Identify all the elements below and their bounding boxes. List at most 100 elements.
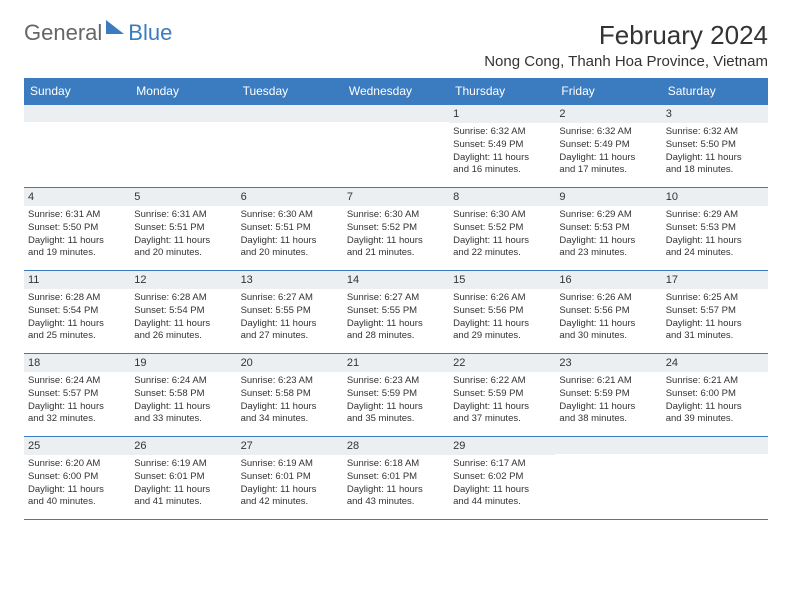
day-cell: 26Sunrise: 6:19 AMSunset: 6:01 PMDayligh…: [130, 437, 236, 519]
week-row: 18Sunrise: 6:24 AMSunset: 5:57 PMDayligh…: [24, 353, 768, 436]
info-line: Sunset: 5:51 PM: [134, 222, 232, 235]
info-line: and 22 minutes.: [453, 247, 551, 260]
info-line: Sunrise: 6:26 AM: [559, 292, 657, 305]
day-number: [343, 105, 449, 122]
day-number: [130, 105, 236, 122]
info-line: Sunset: 5:51 PM: [241, 222, 339, 235]
info-line: and 24 minutes.: [666, 247, 764, 260]
day-cell: 17Sunrise: 6:25 AMSunset: 5:57 PMDayligh…: [662, 271, 768, 353]
day-info: Sunrise: 6:30 AMSunset: 5:52 PMDaylight:…: [453, 209, 551, 260]
info-line: Daylight: 11 hours: [666, 318, 764, 331]
day-header-row: Sunday Monday Tuesday Wednesday Thursday…: [24, 78, 768, 104]
location: Nong Cong, Thanh Hoa Province, Vietnam: [484, 53, 768, 70]
info-line: Daylight: 11 hours: [453, 484, 551, 497]
info-line: Sunrise: 6:32 AM: [559, 126, 657, 139]
day-info: Sunrise: 6:31 AMSunset: 5:50 PMDaylight:…: [28, 209, 126, 260]
day-cell: 18Sunrise: 6:24 AMSunset: 5:57 PMDayligh…: [24, 354, 130, 436]
day-info: Sunrise: 6:19 AMSunset: 6:01 PMDaylight:…: [241, 458, 339, 509]
day-cell: [24, 105, 130, 187]
day-cell: 15Sunrise: 6:26 AMSunset: 5:56 PMDayligh…: [449, 271, 555, 353]
info-line: and 31 minutes.: [666, 330, 764, 343]
day-number: 22: [449, 354, 555, 372]
day-cell: 2Sunrise: 6:32 AMSunset: 5:49 PMDaylight…: [555, 105, 661, 187]
info-line: Sunrise: 6:23 AM: [241, 375, 339, 388]
day-number: 8: [449, 188, 555, 206]
day-number: 6: [237, 188, 343, 206]
day-number: 10: [662, 188, 768, 206]
day-cell: [237, 105, 343, 187]
day-number: 25: [24, 437, 130, 455]
info-line: Sunrise: 6:32 AM: [453, 126, 551, 139]
info-line: Sunrise: 6:18 AM: [347, 458, 445, 471]
info-line: Sunrise: 6:19 AM: [241, 458, 339, 471]
day-header: Monday: [130, 78, 236, 104]
info-line: and 44 minutes.: [453, 496, 551, 509]
day-info: Sunrise: 6:32 AMSunset: 5:50 PMDaylight:…: [666, 126, 764, 177]
day-info: Sunrise: 6:23 AMSunset: 5:58 PMDaylight:…: [241, 375, 339, 426]
day-cell: 14Sunrise: 6:27 AMSunset: 5:55 PMDayligh…: [343, 271, 449, 353]
info-line: Sunrise: 6:23 AM: [347, 375, 445, 388]
day-info: Sunrise: 6:32 AMSunset: 5:49 PMDaylight:…: [559, 126, 657, 177]
month-title: February 2024: [484, 20, 768, 51]
info-line: Sunrise: 6:28 AM: [28, 292, 126, 305]
info-line: Daylight: 11 hours: [453, 318, 551, 331]
day-number: 18: [24, 354, 130, 372]
day-cell: 21Sunrise: 6:23 AMSunset: 5:59 PMDayligh…: [343, 354, 449, 436]
info-line: and 43 minutes.: [347, 496, 445, 509]
day-cell: 22 Sunrise: 6:22 AMSunset: 5:59 PMDayligh…: [449, 354, 555, 436]
day-info: Sunrise: 6:23 AMSunset: 5:59 PMDaylight:…: [347, 375, 445, 426]
day-header: Wednesday: [343, 78, 449, 104]
info-line: and 32 minutes.: [28, 413, 126, 426]
day-cell: 19Sunrise: 6:24 AMSunset: 5:58 PMDayligh…: [130, 354, 236, 436]
info-line: Sunset: 5:53 PM: [666, 222, 764, 235]
day-cell: 6 Sunrise: 6:30 AMSunset: 5:51 PMDaylight…: [237, 188, 343, 270]
info-line: and 42 minutes.: [241, 496, 339, 509]
info-line: Sunrise: 6:32 AM: [666, 126, 764, 139]
info-line: Sunset: 5:49 PM: [559, 139, 657, 152]
calendar: Sunday Monday Tuesday Wednesday Thursday…: [24, 78, 768, 520]
info-line: Sunrise: 6:24 AM: [28, 375, 126, 388]
info-line: and 35 minutes.: [347, 413, 445, 426]
info-line: Sunset: 5:56 PM: [559, 305, 657, 318]
day-cell: [662, 437, 768, 519]
day-info: Sunrise: 6:32 AMSunset: 5:49 PMDaylight:…: [453, 126, 551, 177]
info-line: Daylight: 11 hours: [453, 152, 551, 165]
day-header: Thursday: [449, 78, 555, 104]
day-number: 1: [449, 105, 555, 123]
day-info: Sunrise: 6:22 AMSunset: 5:59 PMDaylight:…: [453, 375, 551, 426]
day-number: 29: [449, 437, 555, 455]
day-number: 9: [555, 188, 661, 206]
info-line: Daylight: 11 hours: [134, 318, 232, 331]
day-info: Sunrise: 6:28 AMSunset: 5:54 PMDaylight:…: [28, 292, 126, 343]
day-cell: 23Sunrise: 6:21 AMSunset: 5:59 PMDayligh…: [555, 354, 661, 436]
day-number: 26: [130, 437, 236, 455]
day-cell: 7Sunrise: 6:30 AMSunset: 5:52 PMDaylight…: [343, 188, 449, 270]
day-info: Sunrise: 6:30 AMSunset: 5:51 PMDaylight:…: [241, 209, 339, 260]
day-number: [555, 437, 661, 454]
info-line: Sunset: 5:56 PM: [453, 305, 551, 318]
day-cell: 9Sunrise: 6:29 AMSunset: 5:53 PMDaylight…: [555, 188, 661, 270]
info-line: Daylight: 11 hours: [134, 484, 232, 497]
day-header: Saturday: [662, 78, 768, 104]
info-line: Sunrise: 6:21 AM: [559, 375, 657, 388]
day-number: 4: [24, 188, 130, 206]
info-line: Sunset: 6:01 PM: [134, 471, 232, 484]
day-cell: 8 Sunrise: 6:30 AMSunset: 5:52 PMDaylight…: [449, 188, 555, 270]
day-cell: 28Sunrise: 6:18 AMSunset: 6:01 PMDayligh…: [343, 437, 449, 519]
info-line: Daylight: 11 hours: [28, 235, 126, 248]
day-cell: 4 Sunrise: 6:31 AMSunset: 5:50 PMDaylight…: [24, 188, 130, 270]
day-number: 14: [343, 271, 449, 289]
day-header: Tuesday: [237, 78, 343, 104]
info-line: Sunrise: 6:29 AM: [559, 209, 657, 222]
day-info: Sunrise: 6:20 AMSunset: 6:00 PMDaylight:…: [28, 458, 126, 509]
info-line: Daylight: 11 hours: [134, 235, 232, 248]
day-number: 5: [130, 188, 236, 206]
info-line: Sunset: 5:52 PM: [453, 222, 551, 235]
info-line: Sunset: 5:52 PM: [347, 222, 445, 235]
day-number: 3: [662, 105, 768, 123]
info-line: and 21 minutes.: [347, 247, 445, 260]
day-cell: 13Sunrise: 6:27 AMSunset: 5:55 PMDayligh…: [237, 271, 343, 353]
info-line: Sunrise: 6:26 AM: [453, 292, 551, 305]
info-line: Daylight: 11 hours: [241, 484, 339, 497]
day-number: 27: [237, 437, 343, 455]
